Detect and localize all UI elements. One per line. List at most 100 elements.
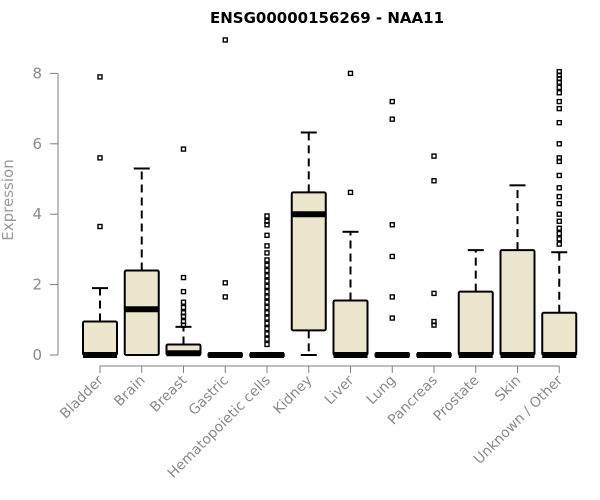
outlier-point	[556, 241, 562, 247]
outlier-point	[556, 225, 562, 231]
outlier-point	[389, 315, 395, 321]
x-tick-label: Lung	[364, 373, 399, 408]
x-tick-label: Kidney	[271, 373, 316, 418]
outlier-point	[556, 98, 562, 105]
outlier-point	[180, 304, 187, 311]
y-tick-label: 0	[32, 346, 42, 364]
outlier-point	[556, 119, 562, 126]
outlier-point	[556, 236, 562, 242]
y-axis: 0 2 4 6 8	[32, 64, 59, 364]
outlier-point	[264, 213, 270, 219]
outlier-point	[264, 243, 270, 249]
outlier-point	[222, 280, 228, 286]
outlier-point	[556, 200, 562, 207]
outlier-point	[180, 146, 187, 152]
box-group	[290, 131, 327, 356]
box-group	[165, 146, 202, 357]
box-group	[82, 74, 118, 358]
outlier-point	[556, 172, 562, 179]
chart-title: ENSG00000156269 - NAA11	[210, 9, 444, 27]
x-tick-label: Bladder	[57, 372, 107, 422]
box-body	[457, 290, 494, 357]
box-body	[82, 320, 118, 356]
x-tick-label: Brain	[111, 373, 148, 410]
outlier-point	[97, 74, 103, 80]
box-group	[374, 98, 410, 358]
box-group	[416, 153, 452, 358]
y-axis-label: Expression	[0, 159, 17, 240]
outlier-point	[389, 253, 395, 260]
y-tick-label: 4	[32, 205, 42, 223]
outlier-point	[556, 68, 562, 75]
outlier-point	[264, 310, 270, 316]
outlier-point	[556, 218, 562, 224]
plot-area	[82, 37, 578, 358]
outlier-point	[431, 153, 437, 159]
y-tick-label: 2	[32, 276, 42, 294]
x-tick-label: Skin	[492, 373, 524, 405]
outlier-point	[431, 178, 437, 184]
outlier-point	[431, 318, 437, 325]
outlier-point	[264, 257, 270, 263]
outlier-point	[264, 294, 270, 300]
outlier-point	[264, 262, 270, 268]
outlier-point	[97, 223, 103, 230]
x-tick-label: Liver	[322, 372, 358, 408]
outlier-point	[389, 116, 395, 122]
outlier-point	[556, 230, 562, 237]
outlier-point	[264, 232, 270, 239]
box-group	[207, 37, 243, 358]
outlier-point	[347, 70, 354, 77]
outlier-point	[180, 310, 187, 316]
y-tick-label: 8	[32, 64, 42, 82]
outlier-point	[264, 218, 270, 224]
outlier-point	[222, 294, 228, 300]
outlier-point	[264, 288, 270, 295]
outlier-point	[264, 325, 270, 332]
outlier-point	[556, 105, 562, 112]
outlier-point	[556, 90, 562, 96]
outlier-point	[180, 299, 187, 305]
x-tick-label: Prostate	[430, 373, 482, 425]
outlier-point	[556, 141, 562, 147]
outlier-point	[264, 273, 270, 279]
outlier-point	[264, 250, 270, 256]
outlier-point	[556, 84, 562, 91]
outlier-point	[264, 341, 270, 348]
box-body	[541, 311, 578, 357]
box-group	[457, 249, 494, 358]
outlier-point	[347, 189, 354, 196]
outlier-point	[556, 155, 562, 161]
box-body	[332, 299, 369, 357]
outlier-point	[389, 98, 395, 105]
outlier-point	[556, 185, 562, 191]
box-group	[541, 68, 578, 358]
outlier-point	[264, 336, 270, 342]
outlier-point	[264, 278, 270, 284]
outlier-point	[180, 274, 187, 281]
box-group	[499, 184, 536, 358]
y-tick-label: 6	[32, 135, 42, 153]
outlier-point	[264, 315, 270, 321]
box-group	[332, 70, 369, 358]
box-body	[499, 249, 536, 357]
box-body	[290, 191, 327, 332]
outlier-point	[264, 331, 270, 337]
box-group	[249, 213, 285, 358]
outlier-point	[222, 37, 228, 43]
outlier-point	[180, 288, 187, 295]
outlier-point	[556, 211, 562, 217]
outlier-point	[264, 267, 270, 274]
outlier-point	[264, 320, 270, 327]
x-tick-label: Breast	[147, 372, 191, 416]
outlier-point	[264, 299, 270, 305]
outlier-point	[264, 304, 270, 311]
outlier-point	[389, 222, 395, 228]
box-body	[123, 269, 160, 356]
box-group	[123, 167, 160, 356]
outlier-point	[389, 294, 395, 300]
outlier-point	[556, 193, 562, 200]
